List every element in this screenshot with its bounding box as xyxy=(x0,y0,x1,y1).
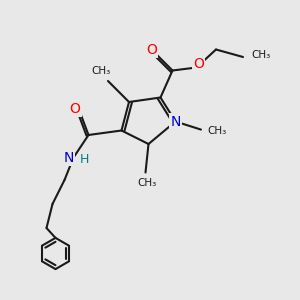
Text: CH₃: CH₃ xyxy=(137,178,157,188)
Text: O: O xyxy=(193,57,204,71)
Text: H: H xyxy=(80,153,89,167)
Text: N: N xyxy=(170,115,181,128)
Text: O: O xyxy=(146,43,157,56)
Text: O: O xyxy=(70,102,80,116)
Text: CH₃: CH₃ xyxy=(208,126,227,136)
Text: CH₃: CH₃ xyxy=(92,67,111,76)
Text: CH₃: CH₃ xyxy=(251,50,271,61)
Text: N: N xyxy=(64,151,74,164)
